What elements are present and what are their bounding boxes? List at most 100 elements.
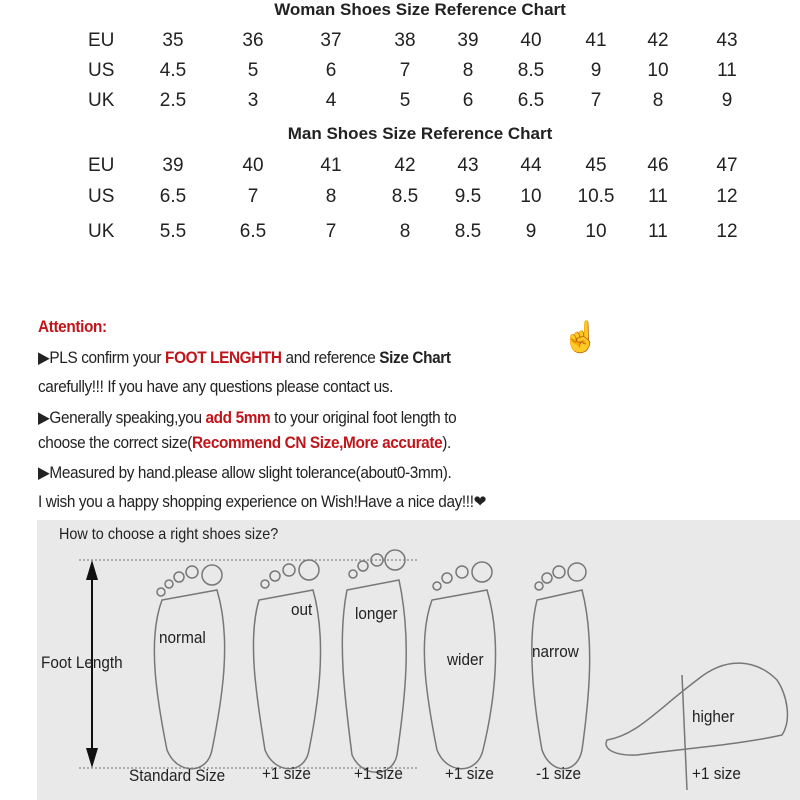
size-cell: 9.5 [454, 186, 482, 207]
size-cell: 41 [320, 155, 342, 176]
size-cell: 46 [647, 155, 669, 176]
size-system-label: EU [88, 30, 115, 51]
size-cell: 39 [457, 30, 479, 51]
attention-line-6: I wish you a happy shopping experience o… [38, 493, 487, 511]
size-cell: 40 [242, 155, 264, 176]
foot-label-narrow: narrow [532, 642, 579, 661]
size-row: UK 5.5 6.5 7 8 8.5 9 10 11 12 [0, 221, 800, 245]
attention-heading: Attention: [38, 318, 107, 336]
size-system-label: EU [88, 155, 115, 176]
size-narrow: -1 size [536, 764, 582, 783]
size-cell: 37 [320, 30, 342, 51]
foot-label-higher: higher [692, 707, 735, 726]
foot-wider [423, 561, 497, 770]
size-row: US 6.5 7 8 8.5 9.5 10 10.5 11 12 [0, 186, 800, 210]
size-system-label: UK [88, 221, 115, 242]
size-cell: 35 [162, 30, 184, 51]
text-highlight: add 5mm [205, 409, 271, 427]
foot-out [252, 559, 322, 770]
text: and reference [281, 349, 380, 367]
size-cell: 41 [585, 30, 607, 51]
size-cell: 8 [652, 90, 664, 111]
size-cell: 11 [648, 186, 668, 207]
size-cell: 8 [462, 60, 474, 81]
foot-label-normal: normal [159, 628, 206, 647]
size-cell: 47 [716, 155, 738, 176]
size-cell: 8.5 [454, 221, 482, 242]
size-cell: 42 [394, 155, 416, 176]
text-bold: Size Chart [379, 349, 451, 367]
text: choose the correct size( [38, 434, 192, 452]
size-standard: Standard Size [129, 766, 226, 785]
foot-label-longer: longer [355, 604, 398, 623]
size-cell: 10 [647, 60, 669, 81]
attention-line-3: ▶Generally speaking,you add 5mm to your … [38, 408, 457, 428]
size-cell: 43 [457, 155, 479, 176]
size-cell: 40 [520, 30, 542, 51]
size-cell: 4 [325, 90, 337, 111]
size-out: +1 size [262, 764, 311, 783]
size-cell: 42 [647, 30, 669, 51]
size-cell: 10.5 [577, 186, 615, 207]
size-system-label: US [88, 186, 115, 207]
size-cell: 7 [590, 90, 602, 111]
size-cell: 5.5 [159, 221, 187, 242]
size-cell: 3 [247, 90, 259, 111]
size-cell: 9 [525, 221, 537, 242]
foot-narrow [531, 562, 591, 770]
size-cell: 8 [399, 221, 411, 242]
size-cell: 45 [585, 155, 607, 176]
size-cell: 6.5 [239, 221, 267, 242]
size-system-label: UK [88, 90, 115, 111]
size-cell: 10 [585, 221, 607, 242]
feet-illustration [79, 549, 789, 791]
foot-label-wider: wider [447, 650, 484, 669]
size-row: EU 39 40 41 42 43 44 45 46 47 [0, 155, 800, 179]
text-highlight: FOOT LENGHTH [165, 349, 282, 367]
size-row: UK 2.5 3 4 5 6 6.5 7 8 9 [0, 90, 800, 114]
text-highlight: Recommend CN Size,More accurate [191, 434, 443, 452]
size-cell: 5 [247, 60, 259, 81]
man-chart-title: Man Shoes Size Reference Chart [287, 124, 553, 143]
size-cell: 9 [590, 60, 602, 81]
size-cell: 5 [399, 90, 411, 111]
size-cell: 6.5 [517, 90, 545, 111]
size-cell: 10 [520, 186, 542, 207]
size-cell: 8.5 [517, 60, 545, 81]
size-cell: 38 [394, 30, 416, 51]
size-row: EU 35 36 37 38 39 40 41 42 43 [0, 30, 800, 54]
attention-line-4: choose the correct size(Recommend CN Siz… [38, 434, 451, 453]
size-cell: 6.5 [159, 186, 187, 207]
size-higher: +1 size [692, 764, 741, 783]
text: ). [442, 434, 451, 452]
size-cell: 44 [520, 155, 542, 176]
text: ▶Generally speaking,you [38, 409, 206, 427]
size-cell: 12 [716, 186, 738, 207]
size-cell: 11 [717, 60, 737, 81]
size-cell: 8 [325, 186, 337, 207]
size-cell: 7 [325, 221, 337, 242]
text: ▶PLS confirm your [38, 349, 166, 367]
size-cell: 8.5 [391, 186, 419, 207]
size-cell: 11 [648, 221, 668, 242]
guide-title: How to choose a right shoes size? [59, 526, 279, 543]
size-cell: 2.5 [159, 90, 187, 111]
foot-label-out: out [291, 600, 313, 619]
attention-line-1: ▶PLS confirm your FOOT LENGHTH and refer… [38, 348, 451, 368]
size-longer: +1 size [354, 764, 403, 783]
foot-longer [341, 549, 407, 773]
size-cell: 6 [462, 90, 474, 111]
text: to your original foot length to [270, 409, 457, 427]
foot-side-high-instep [605, 662, 789, 791]
size-cell: 7 [247, 186, 259, 207]
size-guide-panel: How to choose a right shoes size? Foot L… [37, 520, 800, 800]
pointing-hand-icon: ☝ [562, 321, 600, 354]
size-cell: 12 [716, 221, 738, 242]
size-cell: 4.5 [159, 60, 187, 81]
size-cell: 43 [716, 30, 738, 51]
size-cell: 9 [721, 90, 733, 111]
size-wider: +1 size [445, 764, 494, 783]
foot-normal [153, 564, 226, 770]
size-cell: 6 [325, 60, 337, 81]
woman-chart-title: Woman Shoes Size Reference Chart [274, 0, 566, 19]
